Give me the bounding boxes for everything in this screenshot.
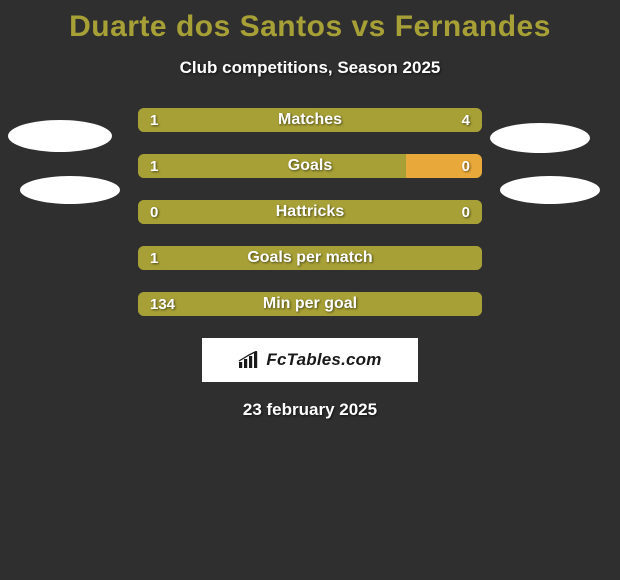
stats-list: 14Matches 10Goals 00Hattricks 1Goals per ma… (138, 108, 482, 316)
stat-row: 134Min per goal (138, 292, 482, 316)
stat-row: 1Goals per match (138, 246, 482, 270)
stat-label: Hattricks (138, 200, 482, 224)
avatar-placeholder-top-right (490, 123, 590, 153)
stat-row: 10Goals (138, 154, 482, 178)
stat-label: Goals per match (138, 246, 482, 270)
stat-label: Matches (138, 108, 482, 132)
page-title: Duarte dos Santos vs Fernandes (0, 0, 620, 44)
stat-row: 14Matches (138, 108, 482, 132)
stat-row: 00Hattricks (138, 200, 482, 224)
avatar-placeholder-top-left (8, 120, 112, 152)
title-vs: vs (343, 10, 395, 43)
brand-badge: FcTables.com (202, 338, 418, 382)
avatar-placeholder-mid-left (20, 176, 120, 204)
stat-label: Goals (138, 154, 482, 178)
subtitle: Club competitions, Season 2025 (0, 58, 620, 78)
comparison-card: Duarte dos Santos vs Fernandes Club comp… (0, 0, 620, 580)
title-player-right: Fernandes (395, 10, 551, 43)
bar-chart-icon (238, 351, 260, 369)
brand-text: FcTables.com (266, 350, 381, 370)
title-player-left: Duarte dos Santos (69, 10, 343, 43)
avatar-placeholder-mid-right (500, 176, 600, 204)
footer-date: 23 february 2025 (0, 400, 620, 420)
stat-label: Min per goal (138, 292, 482, 316)
